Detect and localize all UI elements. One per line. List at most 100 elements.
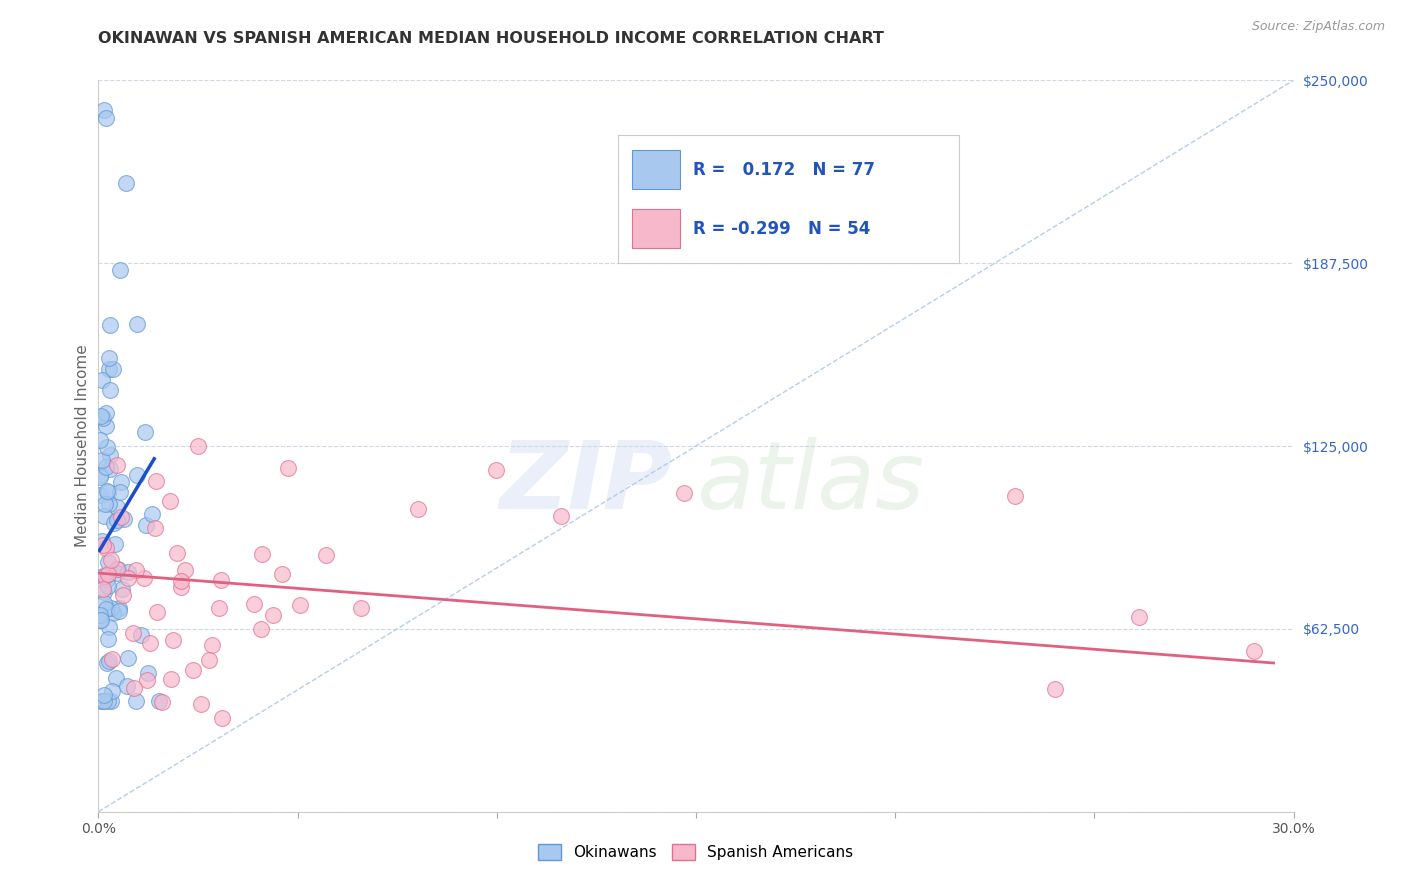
Point [110, 475, 132, 490]
Point [101, 362, 124, 376]
Point [100, 553, 122, 567]
Legend: Okinawans, Spanish Americans: Okinawans, Spanish Americans [533, 838, 859, 866]
Point [98, 383, 121, 397]
Point [143, 521, 166, 535]
Point [1128, 610, 1150, 624]
Point [117, 651, 139, 665]
Point [485, 463, 508, 477]
Point [315, 548, 337, 562]
Point [97, 579, 120, 593]
Point [97, 632, 120, 647]
Point [96, 484, 118, 499]
Point [89, 468, 111, 483]
Point [408, 502, 430, 516]
Point [91, 582, 114, 597]
Point [105, 566, 128, 581]
Point [181, 664, 204, 678]
Point [98, 362, 121, 376]
Point [90, 613, 112, 627]
Point [135, 517, 157, 532]
Point [125, 563, 148, 577]
Point [108, 485, 131, 500]
Point [94, 541, 117, 556]
Point [125, 693, 148, 707]
Point [122, 681, 145, 695]
Point [262, 607, 284, 622]
Point [209, 573, 232, 587]
Point [115, 176, 138, 190]
Point [97, 654, 120, 668]
Point [96, 572, 118, 586]
Point [89, 488, 111, 502]
Point [97, 497, 120, 511]
Point [187, 439, 209, 453]
Point [1004, 489, 1026, 503]
Point [170, 574, 193, 589]
Point [91, 411, 114, 425]
Point [211, 711, 233, 725]
Point [166, 546, 188, 560]
Point [159, 672, 181, 686]
Point [277, 460, 299, 475]
Point [105, 458, 128, 472]
Point [145, 474, 167, 488]
Point [134, 425, 156, 440]
Point [201, 639, 224, 653]
Y-axis label: Median Household Income: Median Household Income [75, 344, 90, 548]
Point [349, 601, 371, 615]
Point [94, 569, 117, 583]
Point [98, 462, 121, 476]
Point [93, 585, 115, 599]
Point [91, 568, 114, 582]
Point [89, 607, 111, 622]
Point [98, 351, 121, 365]
Point [98, 448, 121, 462]
Point [90, 453, 112, 467]
Point [112, 511, 135, 525]
Point [89, 433, 111, 447]
Point [197, 653, 219, 667]
Point [91, 534, 114, 549]
Point [271, 566, 294, 581]
Point [125, 317, 148, 331]
Point [107, 562, 129, 576]
Point [117, 571, 139, 585]
Point [148, 693, 170, 707]
Point [1043, 681, 1066, 696]
Point [90, 409, 112, 423]
Point [250, 622, 273, 636]
Point [107, 603, 129, 617]
Point [100, 652, 122, 666]
Point [98, 318, 121, 332]
Point [252, 547, 274, 561]
Point [159, 494, 181, 508]
Point [94, 406, 117, 420]
Point [108, 263, 131, 277]
Point [89, 470, 111, 484]
Point [93, 509, 115, 524]
Point [94, 419, 117, 434]
Point [111, 588, 134, 602]
Point [125, 467, 148, 482]
Point [134, 571, 156, 585]
Point [93, 688, 115, 702]
Point [89, 613, 111, 627]
Point [105, 671, 128, 685]
Point [150, 695, 173, 709]
Point [136, 673, 159, 688]
Point [550, 509, 572, 524]
Point [93, 693, 115, 707]
Point [117, 565, 139, 579]
Point [100, 601, 122, 615]
Point [110, 510, 132, 524]
Point [190, 697, 212, 711]
Point [1243, 644, 1265, 658]
Point [96, 656, 118, 670]
Text: Source: ZipAtlas.com: Source: ZipAtlas.com [1251, 20, 1385, 33]
Point [101, 606, 124, 620]
Point [90, 693, 112, 707]
Point [97, 555, 120, 569]
Point [141, 507, 163, 521]
Point [98, 620, 121, 634]
Point [93, 103, 115, 117]
